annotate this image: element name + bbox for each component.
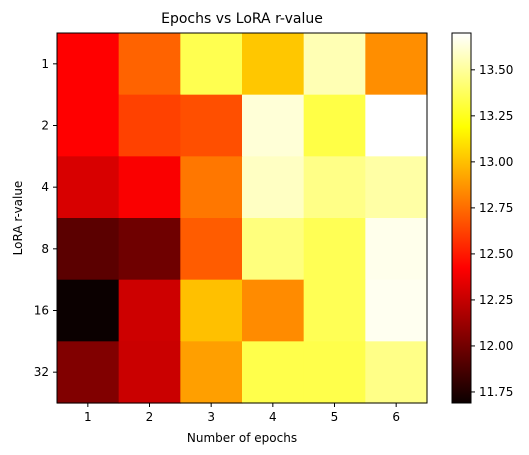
heatmap-cell [365, 341, 428, 404]
heatmap-cell [57, 341, 120, 404]
colorbar-tick-label: 13.50 [479, 63, 513, 77]
heatmap-cell [57, 218, 120, 281]
heatmap-cell [303, 218, 366, 281]
heatmap-cell [303, 279, 366, 342]
y-tick-label: 16 [34, 304, 49, 318]
colorbar-tick-label: 13.25 [479, 109, 513, 123]
heatmap-cells [57, 33, 428, 404]
heatmap-cell [180, 279, 243, 342]
y-tick-label: 4 [41, 180, 49, 194]
x-tick-label: 5 [331, 410, 339, 424]
x-axis-ticks: 1 2 3 4 5 6 [84, 403, 400, 424]
colorbar-tick-label: 12.25 [479, 293, 513, 307]
heatmap-cell [57, 33, 120, 96]
heatmap-cell [180, 218, 243, 281]
heatmap-cell [242, 218, 305, 281]
heatmap-cell [242, 94, 305, 157]
chart-title: Epochs vs LoRA r-value [161, 11, 323, 27]
heatmap-cell [57, 94, 120, 157]
heatmap-cell [242, 33, 305, 96]
x-tick-label: 3 [207, 410, 215, 424]
heatmap-cell [365, 156, 428, 219]
heatmap-cell [242, 156, 305, 219]
colorbar-tick-label: 11.75 [479, 385, 513, 399]
y-tick-label: 8 [41, 242, 49, 256]
y-axis-ticks: 1 2 4 8 16 32 [34, 57, 57, 379]
y-tick-label: 1 [41, 57, 49, 71]
heatmap-cell [303, 156, 366, 219]
heatmap-cell [180, 156, 243, 219]
colorbar-tick-label: 13.00 [479, 155, 513, 169]
y-axis-label: LoRA r-value [11, 181, 25, 256]
heatmap-cell [365, 33, 428, 96]
heatmap-cell [118, 94, 181, 157]
colorbar [451, 32, 472, 404]
heatmap-cell [118, 279, 181, 342]
heatmap-cell [365, 94, 428, 157]
heatmap-cell [242, 279, 305, 342]
y-tick-label: 2 [41, 119, 49, 133]
x-tick-label: 6 [392, 410, 400, 424]
heatmap-cell [180, 33, 243, 96]
heatmap-cell [242, 341, 305, 404]
heatmap-cell [57, 156, 120, 219]
heatmap-cell [57, 279, 120, 342]
x-tick-label: 1 [84, 410, 92, 424]
heatmap-cell [180, 94, 243, 157]
heatmap-cell [118, 156, 181, 219]
heatmap-cell [180, 341, 243, 404]
heatmap-cell [303, 341, 366, 404]
heatmap-cell [303, 33, 366, 96]
heatmap-cell [118, 33, 181, 96]
x-tick-label: 4 [269, 410, 277, 424]
x-axis-label: Number of epochs [187, 431, 297, 445]
colorbar-tick-label: 12.75 [479, 201, 513, 215]
y-tick-label: 32 [34, 365, 49, 379]
heatmap-cell [365, 218, 428, 281]
heatmap-cell [118, 218, 181, 281]
x-tick-label: 2 [146, 410, 154, 424]
plot-frame [56, 32, 428, 404]
colorbar-tick-label: 12.50 [479, 247, 513, 261]
heatmap-cell [303, 94, 366, 157]
colorbar-tick-label: 12.00 [479, 339, 513, 353]
heatmap-cell [118, 341, 181, 404]
colorbar-ticks: 11.75 12.00 12.25 12.50 12.75 13.00 13.25 13.50 [471, 63, 513, 399]
heatmap-cell [365, 279, 428, 342]
